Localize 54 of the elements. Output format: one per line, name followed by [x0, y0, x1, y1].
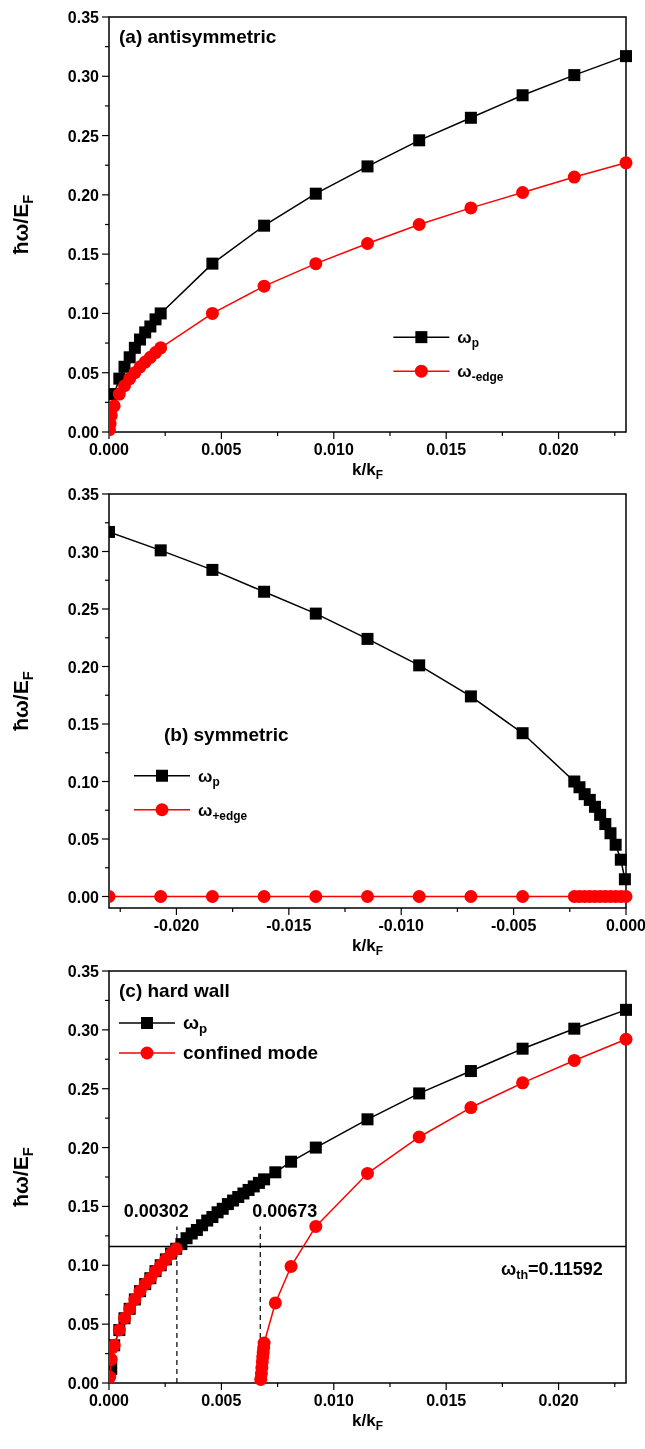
- x-tick-label: -0.005: [490, 917, 537, 934]
- y-tick-label: 0.25: [67, 601, 100, 618]
- x-tick-label: 0.015: [426, 441, 467, 458]
- y-tick-label: 0.30: [67, 68, 100, 86]
- y-tick-label: 0.25: [67, 1080, 100, 1098]
- ref-line-label: ω$_{th}$=0.11592: [501, 1258, 603, 1282]
- y-tick-label: 0.10: [67, 305, 100, 323]
- x-tick-label: -0.010: [378, 917, 424, 934]
- y-tick-label: 0.05: [67, 831, 100, 848]
- y-tick-label: 0.30: [67, 543, 100, 561]
- legend-label: ω$_{p}$: [183, 1012, 208, 1036]
- ref-line-label: 0.00302: [123, 1201, 189, 1222]
- text: (c) hard wall: [119, 980, 230, 1001]
- x-tick-label: 0.020: [538, 441, 579, 458]
- y-tick-label: 0.15: [67, 716, 100, 733]
- text: (a) antisymmetric: [119, 26, 277, 47]
- x-axis-title: k/k$_{F}$: [352, 460, 383, 482]
- y-tick-label: 0.00: [67, 424, 100, 441]
- y-tick-label: 0.20: [67, 186, 100, 204]
- x-tick-label: 0.000: [605, 917, 645, 934]
- x-tick-label: -0.015: [266, 917, 312, 934]
- y-tick-label: 0.20: [67, 658, 100, 676]
- y-tick-label: 0.30: [67, 1021, 100, 1039]
- x-tick-label: 0.015: [426, 1392, 467, 1409]
- y-tick-label: 0.10: [67, 773, 100, 791]
- x-tick-label: 0.005: [201, 1392, 242, 1409]
- x-tick-label: 0.005: [201, 441, 242, 458]
- y-tick-label: 0.15: [67, 246, 100, 264]
- y-tick-label: 0.35: [67, 9, 100, 26]
- x-tick-label: 0.000: [88, 1392, 130, 1409]
- x-tick-label: -0.020: [153, 917, 200, 934]
- y-tick-label: 0.05: [67, 364, 100, 382]
- y-tick-label: 0.15: [67, 1198, 100, 1216]
- x-tick-label: 0.020: [538, 1392, 579, 1409]
- x-axis-title: k/k$_{F}$: [352, 936, 383, 958]
- x-axis-title: k/k$_{F}$: [352, 1411, 383, 1433]
- legend-label: confined mode: [183, 1042, 319, 1063]
- legend-label: ω$_{p}$: [198, 766, 220, 789]
- y-tick-label: 0.00: [67, 1375, 100, 1392]
- y-tick-label: 0.20: [67, 1139, 100, 1157]
- y-tick-label: 0.35: [67, 963, 100, 980]
- y-tick-label: 0.25: [67, 127, 100, 145]
- y-tick-label: 0.10: [67, 1257, 100, 1275]
- legend-label: ω$_{p}$: [457, 328, 479, 350]
- ref-line-label: 0.00673: [252, 1201, 318, 1222]
- y-tick-label: 0.35: [67, 486, 100, 503]
- x-tick-label: 0.000: [88, 441, 130, 458]
- y-tick-label: 0.05: [67, 1316, 100, 1334]
- x-tick-label: 0.010: [313, 441, 354, 458]
- x-tick-label: 0.010: [313, 1392, 354, 1409]
- legend-label: ω$_{+edge}$: [198, 800, 248, 823]
- y-tick-label: 0.00: [67, 888, 100, 906]
- text: (b) symmetric: [164, 724, 290, 746]
- legend-label: ω$_{-edge}$: [457, 362, 504, 384]
